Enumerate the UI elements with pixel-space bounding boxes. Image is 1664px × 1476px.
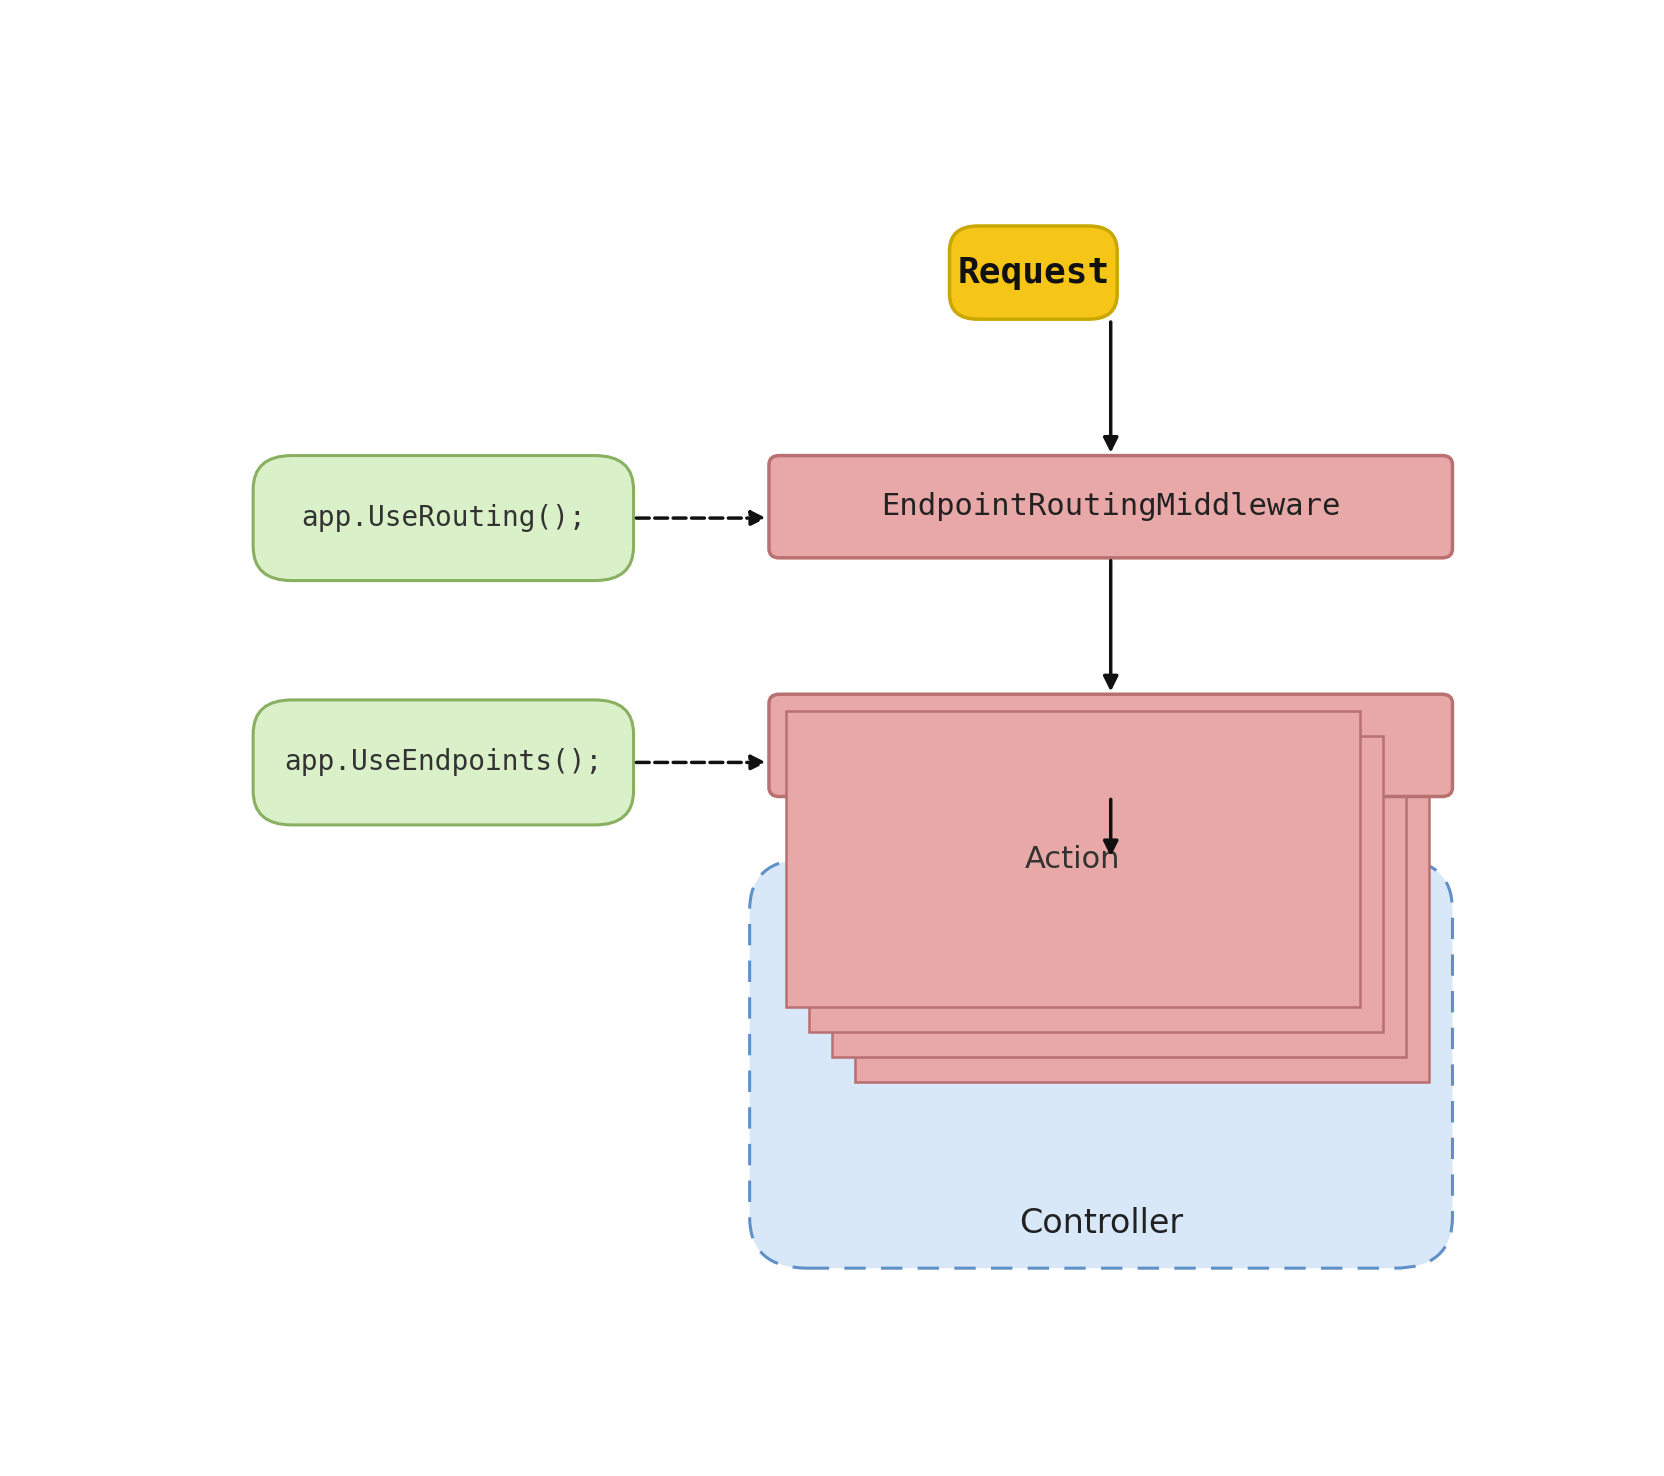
FancyBboxPatch shape <box>950 226 1117 319</box>
Bar <box>832 762 1406 1057</box>
Text: Action: Action <box>1025 844 1120 874</box>
Bar <box>809 737 1383 1032</box>
Bar <box>855 787 1429 1082</box>
FancyBboxPatch shape <box>253 700 634 825</box>
Text: Request: Request <box>957 255 1110 289</box>
Text: EndpointRoutingMiddleware: EndpointRoutingMiddleware <box>880 492 1341 521</box>
Text: EndpointMiddleware: EndpointMiddleware <box>945 731 1276 760</box>
FancyBboxPatch shape <box>769 694 1453 797</box>
Bar <box>785 711 1359 1007</box>
FancyBboxPatch shape <box>253 456 634 580</box>
Text: Controller: Controller <box>1018 1207 1183 1240</box>
Text: app.UseEndpoints();: app.UseEndpoints(); <box>285 748 602 776</box>
FancyBboxPatch shape <box>769 456 1453 558</box>
FancyBboxPatch shape <box>750 859 1453 1268</box>
Text: app.UseRouting();: app.UseRouting(); <box>301 505 586 531</box>
